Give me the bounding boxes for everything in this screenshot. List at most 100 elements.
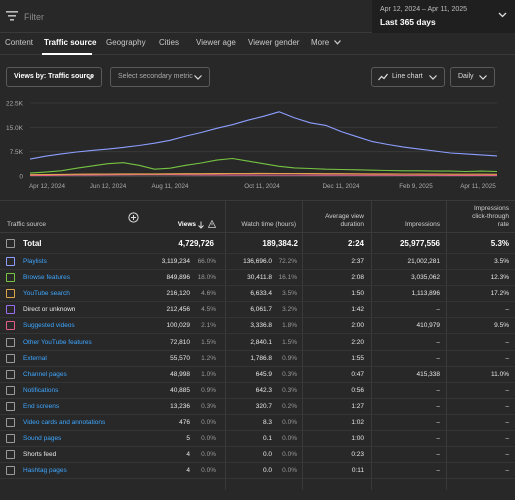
warning-icon bbox=[208, 220, 216, 228]
header-views[interactable]: Views bbox=[177, 221, 196, 228]
chart-type-dropdown[interactable]: Line chart bbox=[371, 67, 445, 87]
series-line-playlists[interactable] bbox=[29, 111, 498, 160]
row-checkbox[interactable] bbox=[6, 402, 15, 411]
header-ctr-line2: click-through bbox=[472, 213, 509, 220]
total-checkbox[interactable] bbox=[6, 239, 15, 248]
table-row: Direct or unknown 212,456 4.5% 6,061.7 3.2% 1… bbox=[0, 302, 515, 318]
traffic-source-link[interactable]: Hashtag pages bbox=[23, 467, 67, 474]
x-tick-label: Jun 12, 2024 bbox=[90, 183, 127, 190]
traffic-source-link[interactable]: Channel pages bbox=[23, 371, 67, 378]
row-checkbox[interactable] bbox=[6, 305, 15, 314]
line-chart-icon bbox=[378, 73, 388, 81]
traffic-line-chart[interactable]: 22.5K 15.0K 7.5K 0 Apr 12, 2024 Jun 12, 2024 A… bbox=[0, 96, 515, 196]
tab-geography[interactable]: Geography bbox=[106, 38, 146, 47]
header-ctr-line3: rate bbox=[497, 221, 509, 228]
traffic-source-link[interactable]: Notifications bbox=[23, 387, 59, 394]
traffic-source-link[interactable]: Browse features bbox=[23, 274, 70, 281]
row-watch-time: 2,840.1 bbox=[250, 339, 272, 346]
row-impressions: 3,035,062 bbox=[411, 274, 440, 281]
row-ctr: – bbox=[505, 387, 509, 394]
column-divider bbox=[446, 200, 447, 490]
traffic-source-link[interactable]: End screens bbox=[23, 403, 60, 410]
row-ctr: – bbox=[505, 451, 509, 458]
tab-content[interactable]: Content bbox=[5, 38, 34, 47]
row-checkbox[interactable] bbox=[6, 386, 15, 395]
traffic-source-link[interactable]: Sound pages bbox=[23, 435, 62, 442]
row-views-pct: 4.6% bbox=[201, 290, 216, 297]
row-checkbox[interactable] bbox=[6, 354, 15, 363]
interval-dropdown[interactable]: Daily bbox=[450, 67, 495, 87]
row-checkbox[interactable] bbox=[6, 273, 15, 282]
header-impressions[interactable]: Impressions bbox=[404, 221, 440, 228]
traffic-source-link[interactable]: Video cards and annotations bbox=[23, 419, 106, 426]
row-checkbox[interactable] bbox=[6, 321, 15, 330]
row-watch-pct: 0.0% bbox=[282, 451, 297, 458]
tab-viewer-gender[interactable]: Viewer gender bbox=[248, 38, 300, 47]
tab-traffic-source[interactable]: Traffic source bbox=[44, 38, 97, 47]
row-impressions: – bbox=[436, 339, 440, 346]
row-ctr: 12.3% bbox=[490, 274, 509, 281]
row-watch-time: 320.7 bbox=[255, 403, 272, 410]
table-row: Video cards and annotations 476 0.0% 8.3 0.0… bbox=[0, 415, 515, 431]
filter-icon[interactable] bbox=[6, 11, 18, 21]
traffic-source-label: Direct or unknown bbox=[23, 306, 76, 313]
row-watch-pct: 1.8% bbox=[282, 322, 297, 329]
row-checkbox[interactable] bbox=[6, 418, 15, 427]
table-total-row: Total 4,729,726 189,384.2 2:24 25,977,55… bbox=[0, 233, 515, 254]
row-views-pct: 0.9% bbox=[201, 387, 216, 394]
series-line-browse-features[interactable] bbox=[29, 157, 498, 174]
row-checkbox[interactable] bbox=[6, 289, 15, 298]
row-views-pct: 0.0% bbox=[201, 467, 216, 474]
filter-input[interactable]: Filter bbox=[24, 12, 44, 22]
series-line-youtube-search[interactable] bbox=[29, 172, 498, 176]
header-watch-time[interactable]: Watch time (hours) bbox=[241, 221, 296, 228]
row-checkbox[interactable] bbox=[6, 338, 15, 347]
row-views-pct: 0.0% bbox=[201, 419, 216, 426]
add-column-icon[interactable] bbox=[128, 212, 139, 223]
row-impressions: 415,338 bbox=[416, 371, 441, 378]
header-traffic-source[interactable]: Traffic source bbox=[7, 221, 47, 228]
row-watch-time: 30,411.8 bbox=[247, 274, 272, 281]
row-checkbox[interactable] bbox=[6, 466, 15, 475]
row-ctr: – bbox=[505, 355, 509, 362]
tab-more[interactable]: More bbox=[311, 38, 342, 47]
chevron-down-icon bbox=[334, 40, 342, 46]
tab-more-label: More bbox=[311, 38, 330, 47]
row-checkbox[interactable] bbox=[6, 257, 15, 266]
traffic-source-link[interactable]: External bbox=[23, 355, 47, 362]
secondary-metric-dropdown[interactable]: Select secondary metric bbox=[110, 67, 210, 87]
row-avg-duration: 1:50 bbox=[351, 290, 364, 297]
tab-viewer-age[interactable]: Viewer age bbox=[196, 38, 236, 47]
row-views-pct: 4.5% bbox=[201, 306, 216, 313]
series-line-suggested-videos[interactable] bbox=[29, 174, 497, 177]
chevron-down-icon bbox=[498, 12, 507, 18]
row-impressions: 1,113,896 bbox=[411, 290, 440, 297]
traffic-source-link[interactable]: Other YouTube features bbox=[23, 339, 92, 346]
row-watch-pct: 16.1% bbox=[278, 274, 297, 281]
row-checkbox[interactable] bbox=[6, 434, 15, 443]
sort-down-icon[interactable] bbox=[198, 221, 204, 229]
header-avg-duration[interactable]: Average view duration bbox=[303, 213, 364, 229]
traffic-source-link[interactable]: Playlists bbox=[23, 258, 47, 265]
date-range-selector[interactable]: Apr 12, 2024 – Apr 11, 2025 Last 365 day… bbox=[372, 0, 515, 33]
row-views: 13,236 bbox=[170, 403, 190, 410]
total-label: Total bbox=[23, 239, 42, 248]
table-row: Other YouTube features 72,810 1.5% 2,840.1 1… bbox=[0, 335, 515, 351]
active-tab-indicator bbox=[42, 53, 92, 55]
x-tick-label: Apr 12, 2024 bbox=[29, 183, 66, 190]
row-checkbox[interactable] bbox=[6, 370, 15, 379]
total-impressions: 25,977,556 bbox=[399, 239, 440, 248]
tab-cities[interactable]: Cities bbox=[159, 38, 180, 47]
header-ctr[interactable]: Impressions click-through rate bbox=[447, 205, 509, 229]
y-tick-label: 15.0K bbox=[6, 125, 24, 132]
traffic-source-link[interactable]: Suggested videos bbox=[23, 322, 75, 329]
traffic-source-link[interactable]: YouTube search bbox=[23, 290, 70, 297]
row-impressions: – bbox=[436, 306, 440, 313]
row-views: 476 bbox=[179, 419, 190, 426]
row-impressions: – bbox=[436, 419, 440, 426]
views-by-dropdown[interactable]: Views by: Traffic source bbox=[6, 67, 102, 87]
row-checkbox[interactable] bbox=[6, 450, 15, 459]
row-views: 100,029 bbox=[166, 322, 191, 329]
header-ctr-line1: Impressions bbox=[473, 205, 509, 212]
header-avg-duration-line2: duration bbox=[340, 221, 365, 228]
